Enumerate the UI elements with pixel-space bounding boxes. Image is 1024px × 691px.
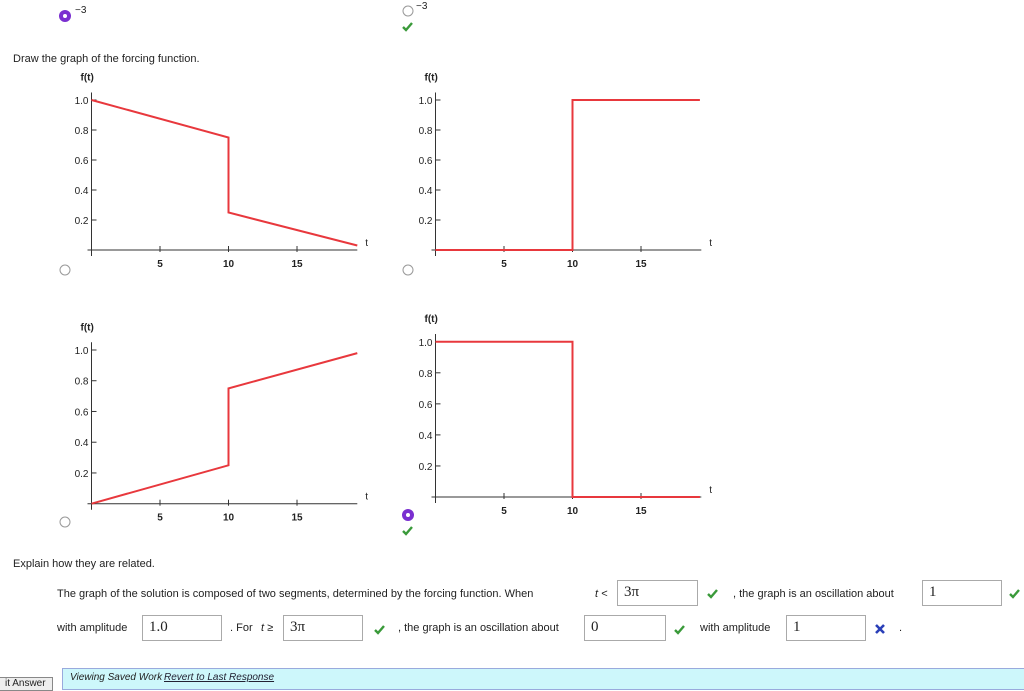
y-tick-label: 0.2 (75, 469, 89, 480)
radio[interactable] (402, 264, 414, 276)
answer-input[interactable]: 1 (922, 580, 1002, 606)
sentence-text: . For (230, 622, 253, 634)
y-tick-label: 0.2 (419, 462, 433, 473)
condition: t ≥ (261, 622, 274, 634)
check-icon (674, 625, 685, 635)
line-series (435, 340, 700, 498)
y-tick-label: 1.0 (419, 96, 433, 107)
radio-selected[interactable] (59, 10, 71, 22)
x-axis-label: t (365, 238, 368, 249)
option-label: −3 (75, 5, 87, 16)
y-tick-label: 0.6 (419, 400, 433, 411)
y-tick-label: 1.0 (75, 346, 89, 357)
radio[interactable] (59, 264, 71, 276)
x-axis-label: t (365, 492, 368, 503)
sentence-text: with amplitude (700, 622, 771, 634)
condition: t < (595, 588, 608, 600)
answer-input[interactable]: 0 (584, 615, 666, 641)
y-tick-label: 0.8 (419, 369, 433, 380)
x-tick-label: 15 (635, 259, 647, 270)
sentence-text: , the graph is an oscillation about (733, 588, 894, 600)
y-tick-label: 0.6 (75, 156, 89, 167)
y-tick-label: 1.0 (419, 338, 433, 349)
x-axis-label: t (709, 485, 712, 496)
explain: Explain how they are related. (13, 558, 155, 570)
y-tick-label: 0.2 (75, 216, 89, 227)
y-tick-label: 0.2 (419, 216, 433, 227)
y-tick-label: 0.4 (419, 431, 433, 442)
answer-input[interactable]: 3π (617, 580, 698, 606)
line-series (91, 352, 358, 505)
submit-button[interactable]: it Answer (0, 677, 53, 691)
x-tick-label: 10 (567, 506, 579, 517)
sentence-text: . (899, 622, 903, 634)
y-axis-label: f(t) (425, 314, 438, 325)
radio-selected[interactable] (402, 509, 414, 521)
x-icon (875, 624, 885, 634)
y-tick-label: 0.4 (419, 186, 433, 197)
prompt: Draw the graph of the forcing function. (13, 53, 200, 65)
x-tick-label: 5 (157, 259, 163, 270)
sentence-text: with amplitude (57, 622, 128, 634)
x-tick-label: 10 (567, 259, 579, 270)
line-series (91, 99, 358, 247)
y-axis-label: f(t) (81, 73, 94, 84)
y-axis-label: f(t) (81, 322, 94, 333)
y-tick-label: 0.8 (75, 377, 89, 388)
y-tick-label: 0.8 (75, 126, 89, 137)
y-tick-label: 0.4 (75, 438, 89, 449)
check-icon (374, 625, 385, 635)
check-icon (402, 526, 413, 536)
y-tick-label: 0.6 (75, 407, 89, 418)
answer-input[interactable]: 3π (283, 615, 363, 641)
sentence-text: The graph of the solution is composed of… (57, 588, 534, 600)
check-icon (402, 22, 413, 32)
answer-input[interactable]: 1 (786, 615, 866, 641)
sentence-text: , the graph is an oscillation about (398, 622, 559, 634)
radio[interactable] (59, 516, 71, 528)
revert-link[interactable]: Revert to Last Response (164, 672, 275, 683)
check-icon (707, 589, 718, 599)
y-tick-label: 1.0 (75, 96, 89, 107)
x-tick-label: 5 (501, 259, 507, 270)
x-tick-label: 15 (635, 506, 647, 517)
x-tick-label: 10 (223, 513, 235, 524)
line-series (435, 99, 700, 251)
status-text: Viewing Saved Work (70, 672, 163, 683)
check-icon (1009, 589, 1020, 599)
x-tick-label: 5 (501, 506, 507, 517)
answer-input[interactable]: 1.0 (142, 615, 222, 641)
x-tick-label: 15 (291, 259, 303, 270)
x-tick-label: 10 (223, 259, 235, 270)
radio[interactable] (402, 5, 414, 17)
x-tick-label: 5 (157, 513, 163, 524)
x-axis-label: t (709, 238, 712, 249)
y-tick-label: 0.6 (419, 156, 433, 167)
y-tick-label: 0.4 (75, 186, 89, 197)
y-axis-label: f(t) (425, 73, 438, 84)
option-label: −3 (416, 1, 428, 12)
x-tick-label: 15 (291, 513, 303, 524)
y-tick-label: 0.8 (419, 126, 433, 137)
